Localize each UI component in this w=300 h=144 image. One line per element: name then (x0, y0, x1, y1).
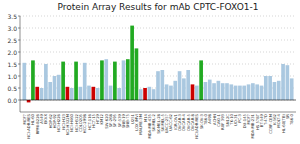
bar (160, 70, 164, 100)
bar (53, 76, 57, 100)
y-tick-label: 1.5 (7, 61, 17, 68)
bar (217, 81, 221, 100)
bar (281, 64, 285, 100)
bar (165, 84, 169, 100)
bar (122, 60, 126, 100)
y-tick-label: 2.5 (7, 37, 17, 44)
y-tick-label: 1.0 (7, 73, 17, 80)
grid-line (20, 16, 296, 17)
bar (290, 78, 294, 100)
bar (70, 88, 74, 100)
bar (143, 88, 147, 100)
bar (156, 71, 160, 100)
bar (130, 26, 134, 100)
x-axis-line (20, 112, 296, 113)
bar (204, 82, 208, 100)
bar (79, 87, 83, 100)
bar (22, 63, 26, 100)
grid-line (20, 52, 296, 53)
bar (57, 75, 61, 100)
title: Protein Array Results for mAb CPTC-FOXO1… (58, 2, 259, 12)
bar (35, 87, 39, 100)
bar (199, 60, 203, 100)
y-tick-label: 0.5 (7, 85, 17, 92)
bar (113, 62, 117, 100)
bar (31, 60, 35, 100)
bar (100, 60, 104, 100)
bar (225, 83, 229, 100)
bar (277, 81, 281, 100)
bar (139, 89, 143, 100)
y-tick-label: 0.0 (7, 97, 17, 104)
bar (234, 86, 238, 100)
y-tick-label: 3.0 (7, 25, 17, 32)
bar (74, 62, 78, 100)
bar (182, 78, 186, 100)
bar (66, 87, 70, 100)
bar (251, 83, 255, 100)
bar (27, 100, 31, 102)
bar (195, 86, 199, 100)
bar (87, 86, 91, 100)
bar (229, 84, 233, 100)
chart: Protein Array Results for mAb CPTC-FOXO1… (0, 0, 300, 144)
bar (191, 84, 195, 100)
bar (186, 70, 190, 100)
bar (247, 84, 251, 100)
bar (221, 83, 225, 100)
bar (255, 84, 259, 100)
bar (96, 88, 100, 100)
bar (117, 88, 121, 100)
bar (212, 83, 216, 100)
grid-line (20, 28, 296, 29)
bar (148, 87, 152, 100)
bar (44, 64, 48, 100)
bar (268, 76, 272, 100)
bar (48, 82, 52, 100)
bar (152, 89, 156, 100)
bar (260, 86, 264, 100)
bar (109, 86, 113, 100)
bar (40, 88, 44, 100)
bar (104, 59, 108, 100)
y-tick-label: 2.0 (7, 49, 17, 56)
bar (135, 48, 139, 100)
bar (61, 62, 65, 100)
bar (208, 80, 212, 100)
bar (126, 59, 130, 100)
y-tick-label: 3.5 (7, 13, 17, 20)
bar (264, 76, 268, 100)
bar (242, 86, 246, 100)
zero-line (20, 100, 296, 101)
grid-line (20, 40, 296, 41)
bar (173, 81, 177, 100)
x-tick-label: 786-0 (289, 113, 294, 125)
bar (169, 86, 173, 100)
bar (91, 87, 95, 100)
bar (273, 82, 277, 100)
y-axis-line (20, 16, 21, 112)
bar (286, 65, 290, 100)
bar (83, 63, 87, 100)
bars (22, 26, 293, 103)
bar (238, 86, 242, 100)
bar (178, 71, 182, 100)
